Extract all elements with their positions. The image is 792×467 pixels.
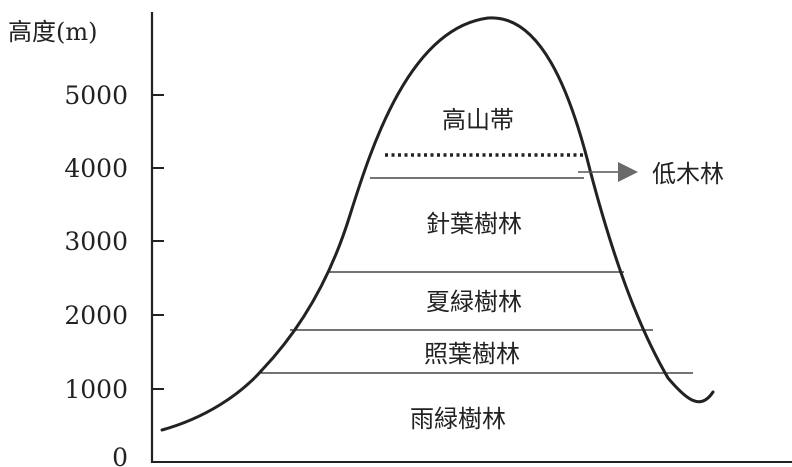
- zone-label-raingreen: 雨緑樹林: [410, 405, 506, 433]
- zone-label-alpine: 高山帯: [442, 106, 514, 134]
- zone-label-summer-green: 夏緑樹林: [426, 288, 522, 316]
- y-tick-label-1000: 1000: [64, 375, 128, 404]
- y-tick-label-3000: 3000: [64, 227, 128, 256]
- y-tick-label-0: 0: [112, 443, 128, 467]
- zone-label-laurel: 照葉樹林: [424, 340, 520, 368]
- y-tick-label-5000: 5000: [64, 81, 128, 110]
- mountain-outline: [160, 16, 715, 432]
- y-axis-label: 高度(m): [8, 18, 97, 46]
- y-tick-label-4000: 4000: [64, 154, 128, 183]
- zone-label-coniferous: 針葉樹林: [426, 210, 522, 238]
- callout-label-shrub: 低木林: [652, 160, 724, 188]
- y-tick-label-2000: 2000: [64, 301, 128, 330]
- callout-arrow-head: [618, 162, 638, 182]
